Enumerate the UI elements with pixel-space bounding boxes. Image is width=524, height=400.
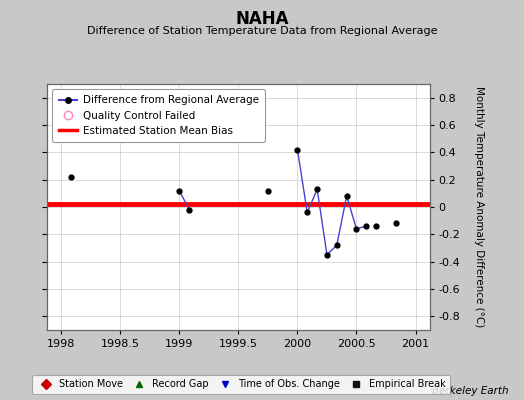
Text: Difference of Station Temperature Data from Regional Average: Difference of Station Temperature Data f… [87,26,437,36]
Legend: Station Move, Record Gap, Time of Obs. Change, Empirical Break: Station Move, Record Gap, Time of Obs. C… [31,375,451,394]
Text: NAHA: NAHA [235,10,289,28]
Text: Berkeley Earth: Berkeley Earth [432,386,508,396]
Legend: Difference from Regional Average, Quality Control Failed, Estimated Station Mean: Difference from Regional Average, Qualit… [52,89,265,142]
Y-axis label: Monthly Temperature Anomaly Difference (°C): Monthly Temperature Anomaly Difference (… [474,86,484,328]
